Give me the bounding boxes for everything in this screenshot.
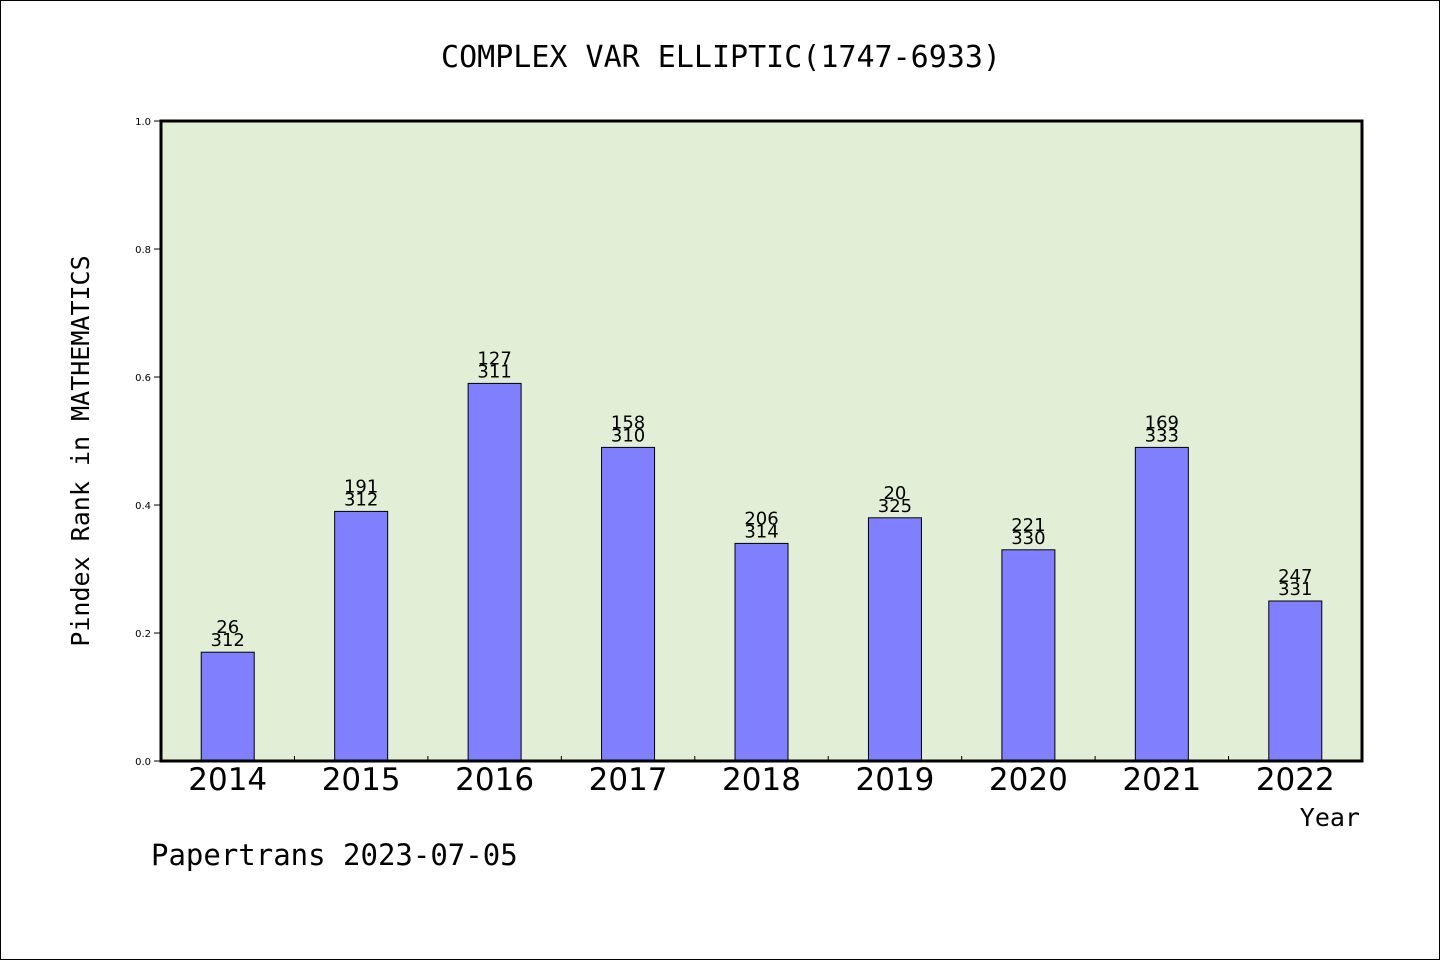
data-labels-layer: 2631219131212731115831020631420325221330… [211, 348, 1313, 651]
y-tick-label-0.4: 0.4 [135, 501, 151, 512]
total-label-2018: 314 [744, 521, 778, 542]
x-tick-label-2022: 2022 [1256, 762, 1335, 798]
y-tick-label-0.2: 0.2 [135, 629, 151, 640]
total-label-2017: 310 [611, 425, 645, 446]
rank-label-2022: 247 [1278, 566, 1312, 587]
y-tick-label-1.0: 1.0 [135, 117, 151, 128]
total-label-2020: 330 [1011, 528, 1045, 549]
bar-2018 [734, 542, 789, 762]
x-tick-label-2021: 2021 [1122, 762, 1201, 798]
total-label-2016: 311 [477, 361, 511, 382]
rank-label-2018: 206 [744, 508, 778, 529]
x-tick-label-2018: 2018 [722, 762, 801, 798]
rank-label-2017: 158 [611, 412, 645, 433]
bar-2020 [1001, 549, 1056, 762]
bar-2022 [1268, 600, 1323, 762]
bars-layer [200, 382, 1323, 762]
y-tick-label-0.6: 0.6 [135, 373, 151, 384]
bar-2021 [1134, 446, 1189, 762]
x-axis-ticks: 2014 2015 2016 2017 2018 2019 2020 2021 2022 [188, 756, 1335, 798]
bar-2017 [601, 446, 656, 762]
bar-2019 [867, 517, 922, 762]
x-tick-label-2019: 2019 [855, 762, 934, 798]
x-tick-label-2017: 2017 [589, 762, 668, 798]
y-axis-title: Pindex Rank in MATHEMATICS [66, 255, 95, 646]
rank-label-2015: 191 [344, 476, 378, 497]
x-axis-title: Year [1300, 803, 1360, 832]
footer-source-date: Papertrans 2023-07-05 [151, 838, 518, 872]
plot-border [159, 119, 1364, 763]
chart-title: COMPLEX VAR ELLIPTIC(1747-6933) [441, 40, 1001, 75]
x-tick-label-2014: 2014 [188, 762, 267, 798]
y-tick-label-0.0: 0.0 [135, 757, 151, 768]
bar-2016 [467, 382, 522, 762]
rank-label-2019: 20 [883, 483, 906, 504]
rank-label-2014: 26 [216, 617, 239, 638]
total-label-2021: 333 [1145, 425, 1179, 446]
rank-label-2021: 169 [1145, 412, 1179, 433]
total-label-2019: 325 [878, 496, 912, 517]
y-axis-ticks: 0.0 0.2 0.4 0.6 0.8 1.0 [135, 117, 161, 768]
rank-label-2020: 221 [1011, 515, 1045, 536]
x-tick-label-2016: 2016 [455, 762, 534, 798]
total-label-2014: 312 [211, 630, 245, 651]
total-label-2022: 331 [1278, 579, 1312, 600]
bar-2015 [334, 510, 389, 762]
x-tick-label-2020: 2020 [989, 762, 1068, 798]
y-tick-label-0.8: 0.8 [135, 245, 151, 256]
total-label-2015: 312 [344, 489, 378, 510]
rank-label-2016: 127 [477, 348, 511, 369]
x-tick-label-2015: 2015 [322, 762, 401, 798]
bar-2014 [200, 651, 255, 762]
